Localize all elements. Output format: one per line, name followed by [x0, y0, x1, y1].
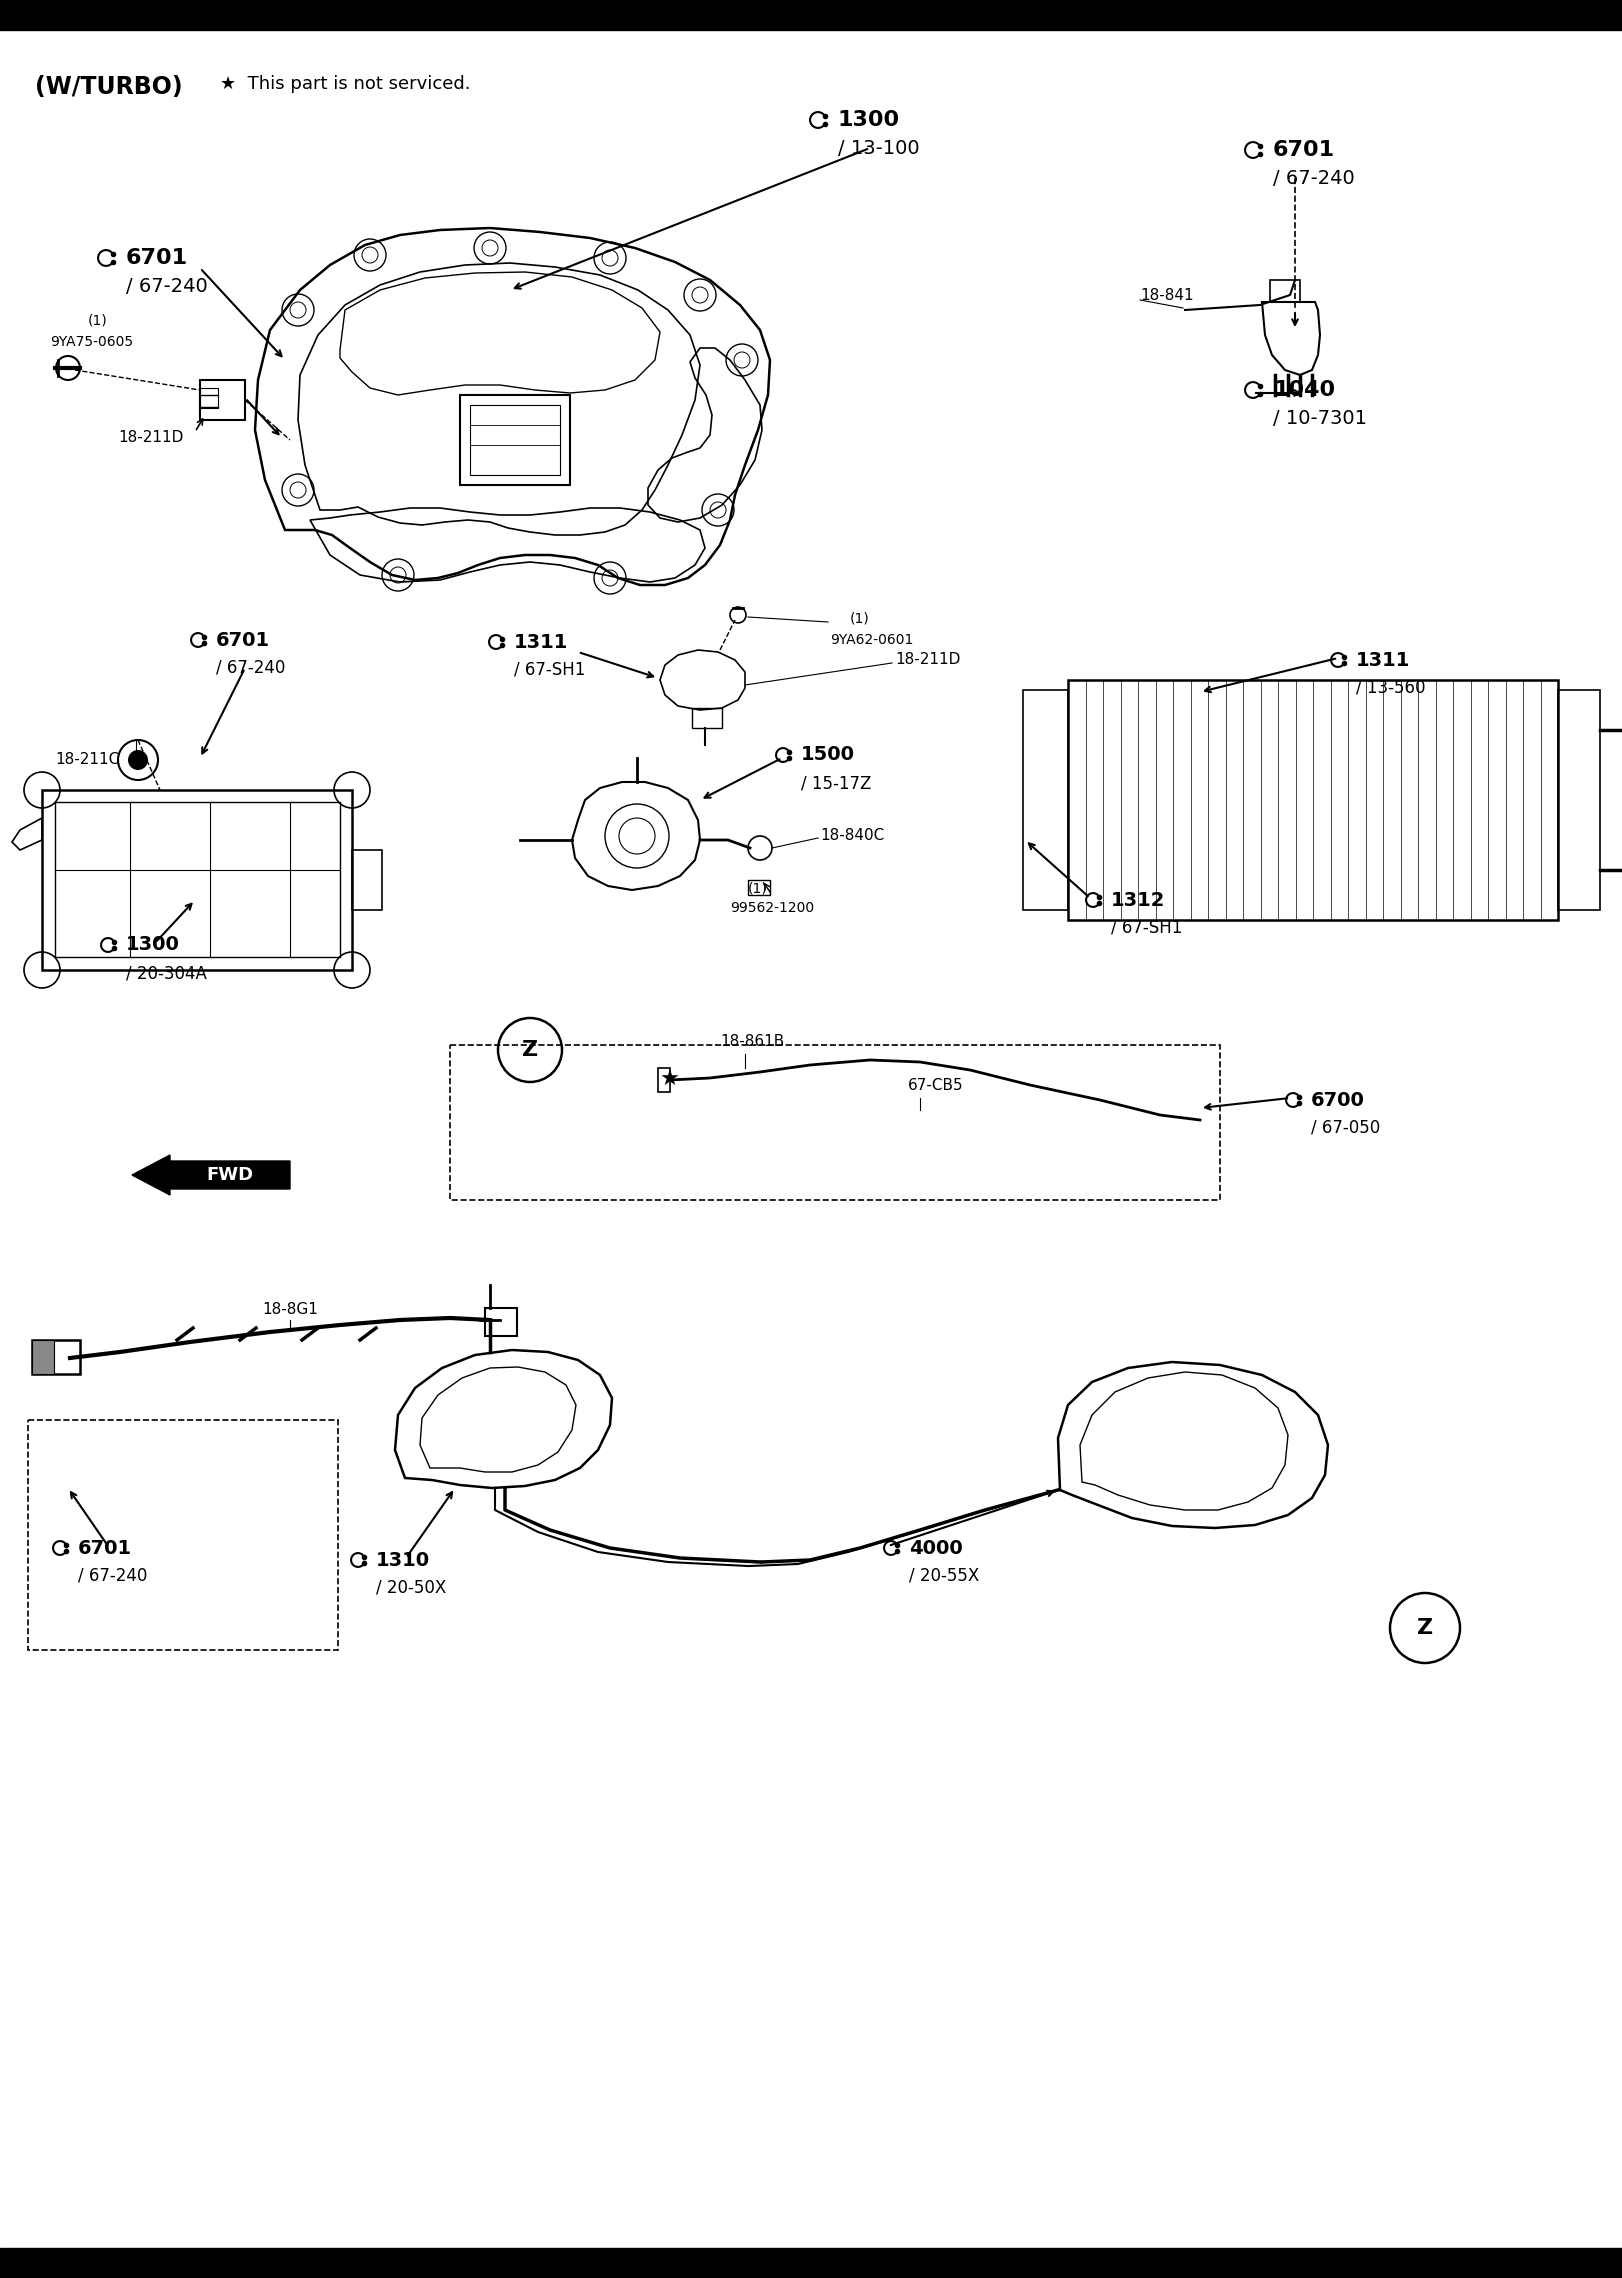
- Bar: [352, 850, 383, 909]
- Bar: [200, 380, 245, 419]
- Text: 6700: 6700: [1311, 1091, 1364, 1109]
- Text: 6701: 6701: [1273, 139, 1335, 159]
- Text: 6701: 6701: [127, 248, 188, 269]
- Text: 1500: 1500: [801, 745, 855, 765]
- Bar: [55, 802, 341, 957]
- Text: / 67-SH1: / 67-SH1: [514, 661, 586, 679]
- Bar: [470, 405, 560, 476]
- Text: 99562-1200: 99562-1200: [730, 902, 814, 916]
- Bar: [1067, 681, 1559, 920]
- Text: (1): (1): [748, 882, 767, 895]
- Circle shape: [128, 749, 148, 770]
- Bar: [32, 1339, 54, 1374]
- Text: / 67-240: / 67-240: [1273, 169, 1354, 187]
- Text: / 67-050: / 67-050: [1311, 1118, 1380, 1137]
- Text: 1310: 1310: [376, 1551, 430, 1570]
- Text: / 10-7301: / 10-7301: [1273, 408, 1367, 428]
- Text: (1): (1): [88, 312, 107, 328]
- Bar: [693, 708, 722, 729]
- Text: FWD: FWD: [206, 1166, 253, 1185]
- Text: 18-840C: 18-840C: [821, 827, 884, 843]
- Text: / 20-50X: / 20-50X: [376, 1579, 446, 1597]
- Text: / 15-17Z: / 15-17Z: [801, 775, 871, 793]
- Text: 1040: 1040: [1273, 380, 1335, 401]
- Text: (1): (1): [850, 611, 869, 624]
- Bar: [1023, 690, 1067, 909]
- Text: 18-861B: 18-861B: [720, 1034, 785, 1050]
- Text: Z: Z: [1418, 1617, 1434, 1638]
- Bar: [28, 1419, 337, 1649]
- Text: 6701: 6701: [216, 631, 271, 649]
- Text: 1311: 1311: [1356, 652, 1411, 670]
- Bar: [32, 1339, 79, 1374]
- Bar: [1559, 690, 1599, 909]
- Text: / 20-55X: / 20-55X: [908, 1567, 980, 1585]
- Text: 4000: 4000: [908, 1538, 963, 1558]
- Text: 1300: 1300: [127, 936, 180, 954]
- Text: 9YA62-0601: 9YA62-0601: [830, 633, 913, 647]
- Text: / 67-240: / 67-240: [127, 276, 208, 296]
- Text: 9YA75-0605: 9YA75-0605: [50, 335, 133, 349]
- Bar: [200, 387, 217, 408]
- Bar: [1270, 280, 1299, 303]
- Bar: [449, 1046, 1220, 1201]
- Bar: [659, 1068, 670, 1091]
- Text: (W/TURBO): (W/TURBO): [36, 75, 183, 98]
- Text: 18-211D: 18-211D: [895, 652, 960, 667]
- Bar: [0, 0, 1622, 30]
- Bar: [0, 2248, 1622, 2278]
- Text: 1311: 1311: [514, 633, 568, 652]
- Text: / 67-SH1: / 67-SH1: [1111, 918, 1182, 936]
- Text: / 13-100: / 13-100: [839, 139, 920, 157]
- FancyArrow shape: [131, 1155, 290, 1196]
- Text: 67-CB5: 67-CB5: [908, 1077, 963, 1093]
- Text: 1300: 1300: [839, 109, 900, 130]
- Text: 18-211D: 18-211D: [118, 431, 183, 446]
- Text: ★: ★: [660, 1071, 680, 1089]
- Text: / 67-240: / 67-240: [78, 1567, 148, 1585]
- Bar: [461, 394, 569, 485]
- Text: ★  This part is not serviced.: ★ This part is not serviced.: [221, 75, 470, 93]
- Text: / 67-240: / 67-240: [216, 658, 285, 677]
- Text: 18-841: 18-841: [1140, 287, 1194, 303]
- Text: 18-211C: 18-211C: [55, 752, 120, 768]
- Bar: [748, 879, 770, 895]
- Text: 1312: 1312: [1111, 891, 1165, 909]
- Text: 18-8G1: 18-8G1: [263, 1303, 318, 1317]
- Text: / 20-304A: / 20-304A: [127, 964, 208, 982]
- Text: / 13-560: / 13-560: [1356, 679, 1426, 697]
- Text: 6701: 6701: [78, 1538, 131, 1558]
- Bar: [42, 790, 352, 970]
- Bar: [485, 1308, 517, 1335]
- Text: Z: Z: [522, 1041, 539, 1059]
